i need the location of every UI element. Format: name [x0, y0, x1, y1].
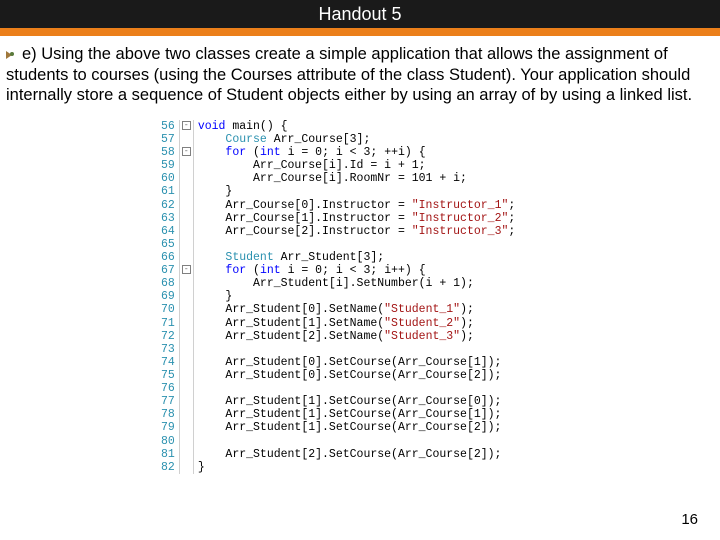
slide-body: e) Using the above two classes create a …	[0, 36, 720, 474]
fold-toggle-icon[interactable]: -	[182, 147, 191, 156]
question-body: Using the above two classes create a sim…	[6, 45, 692, 104]
slide-header: Handout 5	[0, 0, 720, 36]
fold-toggle-icon[interactable]: -	[182, 265, 191, 274]
page-number: 16	[681, 511, 698, 528]
code-block: 56 57 58 59 60 61 62 63 64 65 66 67 68 6…	[161, 120, 714, 474]
code-body: void main() { Course Arr_Course[3]; for …	[194, 120, 515, 474]
line-number-gutter: 56 57 58 59 60 61 62 63 64 65 66 67 68 6…	[161, 120, 180, 474]
header-accent-bar	[0, 28, 720, 36]
fold-gutter: - - -	[180, 120, 194, 474]
question-prefix: e)	[22, 45, 41, 63]
fold-toggle-icon[interactable]: -	[182, 121, 191, 130]
header-title: Handout 5	[0, 0, 720, 28]
bullet-icon	[6, 49, 20, 61]
question-text: e) Using the above two classes create a …	[6, 44, 714, 106]
